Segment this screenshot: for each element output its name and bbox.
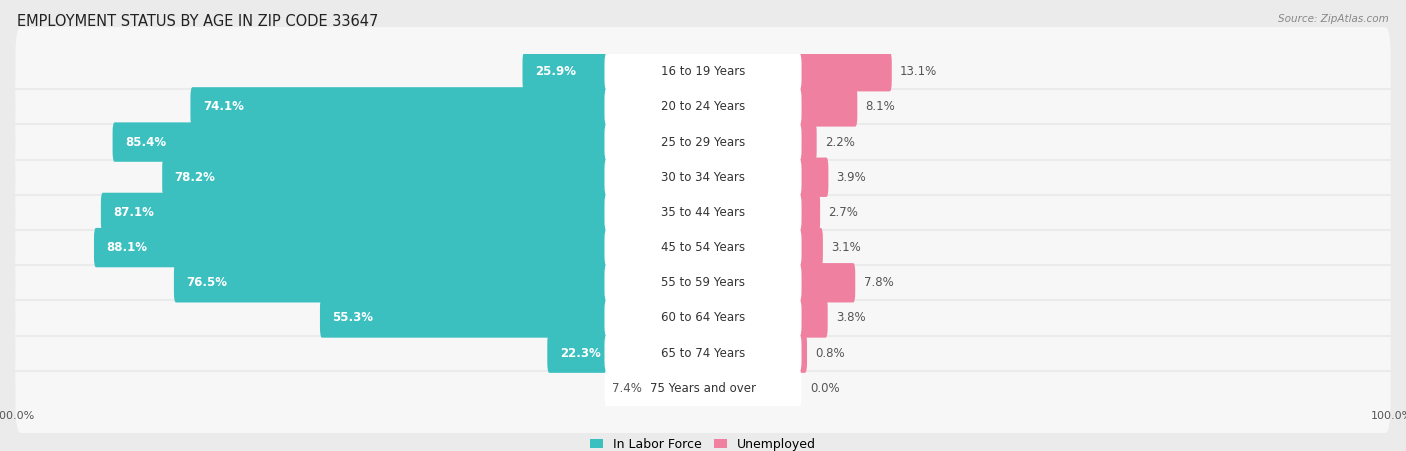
Text: 16 to 19 Years: 16 to 19 Years (661, 65, 745, 78)
Text: 3.9%: 3.9% (837, 171, 866, 184)
FancyBboxPatch shape (605, 299, 801, 336)
FancyBboxPatch shape (15, 273, 1391, 363)
FancyBboxPatch shape (797, 193, 820, 232)
FancyBboxPatch shape (15, 97, 1391, 187)
Text: 3.8%: 3.8% (837, 312, 866, 324)
Text: 22.3%: 22.3% (560, 347, 600, 359)
Text: 65 to 74 Years: 65 to 74 Years (661, 347, 745, 359)
Text: 25 to 29 Years: 25 to 29 Years (661, 136, 745, 148)
Text: 88.1%: 88.1% (107, 241, 148, 254)
FancyBboxPatch shape (15, 133, 1391, 222)
FancyBboxPatch shape (15, 308, 1391, 398)
FancyBboxPatch shape (605, 229, 801, 266)
FancyBboxPatch shape (797, 228, 823, 267)
Text: 74.1%: 74.1% (202, 101, 243, 113)
FancyBboxPatch shape (605, 264, 801, 301)
FancyBboxPatch shape (15, 344, 1391, 433)
Text: 76.5%: 76.5% (186, 276, 228, 289)
Text: Source: ZipAtlas.com: Source: ZipAtlas.com (1278, 14, 1389, 23)
FancyBboxPatch shape (547, 333, 609, 373)
Text: 45 to 54 Years: 45 to 54 Years (661, 241, 745, 254)
FancyBboxPatch shape (797, 122, 817, 162)
FancyBboxPatch shape (190, 87, 609, 127)
FancyBboxPatch shape (15, 62, 1391, 152)
FancyBboxPatch shape (797, 263, 855, 303)
Text: 60 to 64 Years: 60 to 64 Years (661, 312, 745, 324)
FancyBboxPatch shape (15, 168, 1391, 257)
Text: 75 Years and over: 75 Years and over (650, 382, 756, 395)
Text: EMPLOYMENT STATUS BY AGE IN ZIP CODE 33647: EMPLOYMENT STATUS BY AGE IN ZIP CODE 336… (17, 14, 378, 28)
FancyBboxPatch shape (605, 194, 801, 231)
FancyBboxPatch shape (797, 333, 807, 373)
Text: 3.1%: 3.1% (831, 241, 860, 254)
Text: 0.0%: 0.0% (810, 382, 839, 395)
Text: 85.4%: 85.4% (125, 136, 166, 148)
Text: 8.1%: 8.1% (866, 101, 896, 113)
Text: 20 to 24 Years: 20 to 24 Years (661, 101, 745, 113)
FancyBboxPatch shape (605, 370, 801, 407)
Text: 55.3%: 55.3% (332, 312, 374, 324)
Text: 30 to 34 Years: 30 to 34 Years (661, 171, 745, 184)
FancyBboxPatch shape (797, 157, 828, 197)
FancyBboxPatch shape (101, 193, 609, 232)
FancyBboxPatch shape (162, 157, 609, 197)
Text: 7.4%: 7.4% (612, 382, 641, 395)
Text: 13.1%: 13.1% (900, 65, 938, 78)
FancyBboxPatch shape (797, 52, 891, 92)
FancyBboxPatch shape (605, 124, 801, 161)
FancyBboxPatch shape (605, 53, 801, 90)
FancyBboxPatch shape (321, 298, 609, 338)
FancyBboxPatch shape (94, 228, 609, 267)
FancyBboxPatch shape (112, 122, 609, 162)
Text: 25.9%: 25.9% (534, 65, 576, 78)
FancyBboxPatch shape (15, 238, 1391, 327)
FancyBboxPatch shape (15, 203, 1391, 292)
Text: 2.2%: 2.2% (825, 136, 855, 148)
Text: 2.7%: 2.7% (828, 206, 858, 219)
FancyBboxPatch shape (605, 159, 801, 196)
Legend: In Labor Force, Unemployed: In Labor Force, Unemployed (585, 433, 821, 451)
Text: 7.8%: 7.8% (863, 276, 893, 289)
FancyBboxPatch shape (523, 52, 609, 92)
Text: 0.8%: 0.8% (815, 347, 845, 359)
FancyBboxPatch shape (797, 87, 858, 127)
FancyBboxPatch shape (797, 298, 828, 338)
FancyBboxPatch shape (650, 368, 704, 408)
Text: 35 to 44 Years: 35 to 44 Years (661, 206, 745, 219)
FancyBboxPatch shape (174, 263, 609, 303)
Text: 55 to 59 Years: 55 to 59 Years (661, 276, 745, 289)
FancyBboxPatch shape (605, 88, 801, 125)
Text: 87.1%: 87.1% (114, 206, 155, 219)
FancyBboxPatch shape (15, 27, 1391, 116)
Text: 78.2%: 78.2% (174, 171, 215, 184)
FancyBboxPatch shape (605, 335, 801, 372)
